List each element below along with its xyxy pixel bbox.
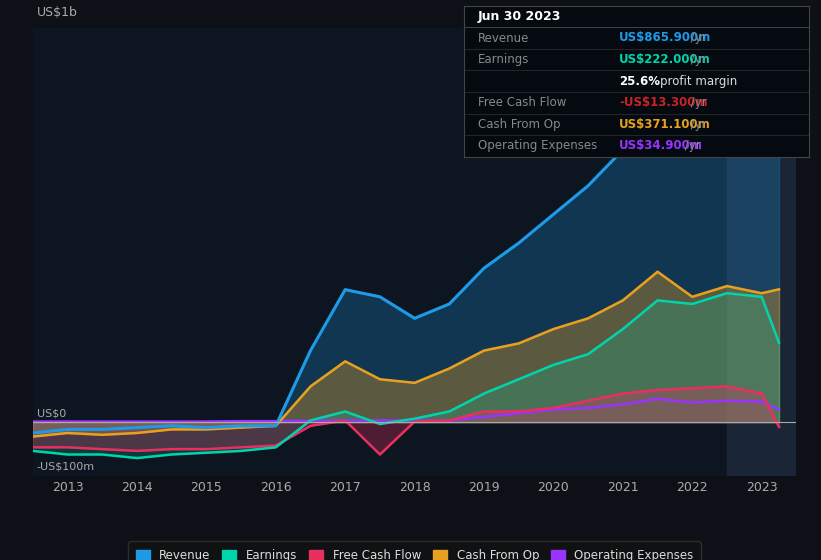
Text: /yr: /yr [687,96,707,109]
Text: US$222.000m: US$222.000m [619,53,711,66]
Text: -US$13.300m: -US$13.300m [619,96,708,109]
Text: /yr: /yr [687,31,707,44]
Bar [727,28,796,476]
Text: profit margin: profit margin [660,74,737,88]
Text: -US$100m: -US$100m [37,461,94,472]
Text: /yr: /yr [687,118,707,131]
Text: Earnings: Earnings [478,53,529,66]
Text: Revenue: Revenue [478,31,529,44]
Text: US$865.900m: US$865.900m [619,31,711,44]
Text: Cash From Op: Cash From Op [478,118,560,131]
Text: US$371.100m: US$371.100m [619,118,711,131]
Legend: Revenue, Earnings, Free Cash Flow, Cash From Op, Operating Expenses: Revenue, Earnings, Free Cash Flow, Cash … [128,542,701,560]
Text: /yr: /yr [681,139,701,152]
Text: /yr: /yr [687,53,707,66]
Text: Jun 30 2023: Jun 30 2023 [478,10,561,23]
Text: Operating Expenses: Operating Expenses [478,139,597,152]
Text: US$1b: US$1b [37,6,77,19]
Text: US$34.900m: US$34.900m [619,139,703,152]
Text: Free Cash Flow: Free Cash Flow [478,96,566,109]
Text: US$0: US$0 [37,409,66,419]
Text: 25.6%: 25.6% [619,74,660,88]
